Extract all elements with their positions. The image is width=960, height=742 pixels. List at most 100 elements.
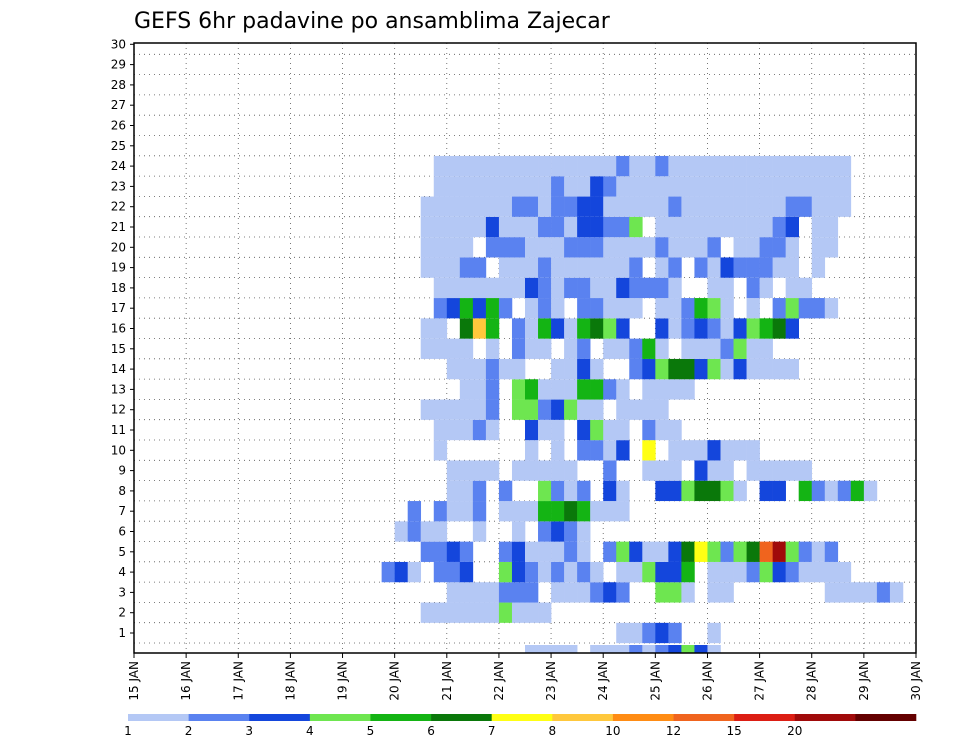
precip-cell [811, 196, 826, 217]
precip-cell [759, 480, 773, 502]
precip-cell [668, 318, 682, 339]
legend-label: 6 [427, 724, 435, 738]
precip-cell [433, 419, 448, 441]
precip-cell [863, 582, 878, 603]
precip-cell [785, 460, 799, 481]
precip-cell [446, 298, 461, 319]
precip-cell [472, 318, 487, 339]
precip-cell [433, 257, 448, 278]
precip-cell [655, 155, 669, 177]
precip-cell [446, 602, 461, 623]
precip-cell [707, 582, 721, 603]
precip-cell [655, 176, 669, 197]
precip-cell [707, 460, 721, 481]
y-tick-label: 5 [118, 545, 126, 559]
precip-cell [746, 440, 760, 461]
precip-cell [824, 176, 839, 197]
precip-cell [707, 338, 721, 359]
precip-cell [603, 419, 617, 441]
precip-cell [577, 257, 591, 278]
precip-cell [551, 582, 565, 603]
precip-cell [603, 176, 617, 197]
precip-cell [603, 338, 617, 359]
precip-cell [538, 338, 552, 359]
precip-cell [681, 196, 695, 217]
precip-cell [720, 460, 734, 481]
legend-swatch [673, 714, 735, 721]
precip-cell [498, 480, 513, 502]
precip-cell [525, 318, 539, 339]
precip-cell [629, 277, 643, 299]
x-tick-label: 21 JAN [440, 661, 454, 701]
precip-cell [511, 561, 526, 583]
precip-cell [538, 176, 552, 197]
precip-cell [798, 298, 813, 319]
precip-cell [811, 155, 826, 177]
precip-cell [785, 318, 799, 339]
precip-cell [459, 216, 474, 238]
precip-cell [551, 561, 565, 583]
precip-cell [485, 237, 500, 258]
precip-cell [629, 196, 643, 217]
chart-title: GEFS 6hr padavine po ansamblima Zajecar [134, 9, 611, 34]
precip-cell [681, 216, 695, 238]
precip-cell [733, 561, 747, 583]
legend-swatch [491, 714, 553, 721]
precip-cell [824, 216, 839, 238]
y-tick-label: 2 [118, 606, 126, 620]
precip-cell [485, 358, 500, 380]
precip-cell [485, 582, 500, 603]
y-tick-label: 26 [111, 119, 126, 133]
precip-cell [707, 277, 721, 299]
precip-cell [551, 501, 565, 522]
precip-cell [759, 318, 773, 339]
x-tick-label: 20 JAN [388, 661, 402, 701]
precip-cell [446, 541, 461, 562]
precip-cell [811, 561, 826, 583]
precip-cell [551, 541, 565, 562]
precip-cell [525, 155, 539, 177]
precip-cell [433, 541, 448, 562]
precip-cell [420, 338, 435, 359]
precip-cell [485, 399, 500, 420]
precip-cell [694, 176, 708, 197]
precip-cell [433, 318, 448, 339]
precip-cell [694, 460, 708, 481]
precip-cell [681, 155, 695, 177]
precip-cell [433, 176, 448, 197]
precip-cell [577, 541, 591, 562]
precip-cell [733, 257, 747, 278]
precip-cell [837, 155, 852, 177]
precip-cell [485, 602, 500, 623]
precip-cell [733, 196, 747, 217]
precip-cell [577, 440, 591, 461]
precip-cell [720, 480, 734, 502]
precip-cell [603, 257, 617, 278]
precip-cell [472, 216, 487, 238]
precip-cell [472, 602, 487, 623]
precip-cell [824, 541, 839, 562]
precip-cell [511, 399, 526, 420]
precip-cell [590, 298, 604, 319]
precip-cell [668, 176, 682, 197]
precip-cell [720, 582, 734, 603]
precip-cell [472, 521, 487, 542]
precip-cell [564, 460, 578, 481]
precip-cell [420, 602, 435, 623]
precip-cell [668, 645, 682, 653]
precip-cell [577, 379, 591, 400]
precip-cell [603, 237, 617, 258]
precip-cell [459, 196, 474, 217]
precip-cell [681, 379, 695, 400]
precip-cell [525, 541, 539, 562]
precip-cell [733, 440, 747, 461]
precip-cell [420, 257, 435, 278]
precip-cell [642, 541, 656, 562]
precip-cell [668, 541, 682, 562]
precip-cell [629, 561, 643, 583]
precip-cell [707, 645, 721, 653]
precip-cell [694, 358, 708, 380]
precip-cell [525, 176, 539, 197]
precip-cell [590, 196, 604, 217]
precip-cell [577, 216, 591, 238]
